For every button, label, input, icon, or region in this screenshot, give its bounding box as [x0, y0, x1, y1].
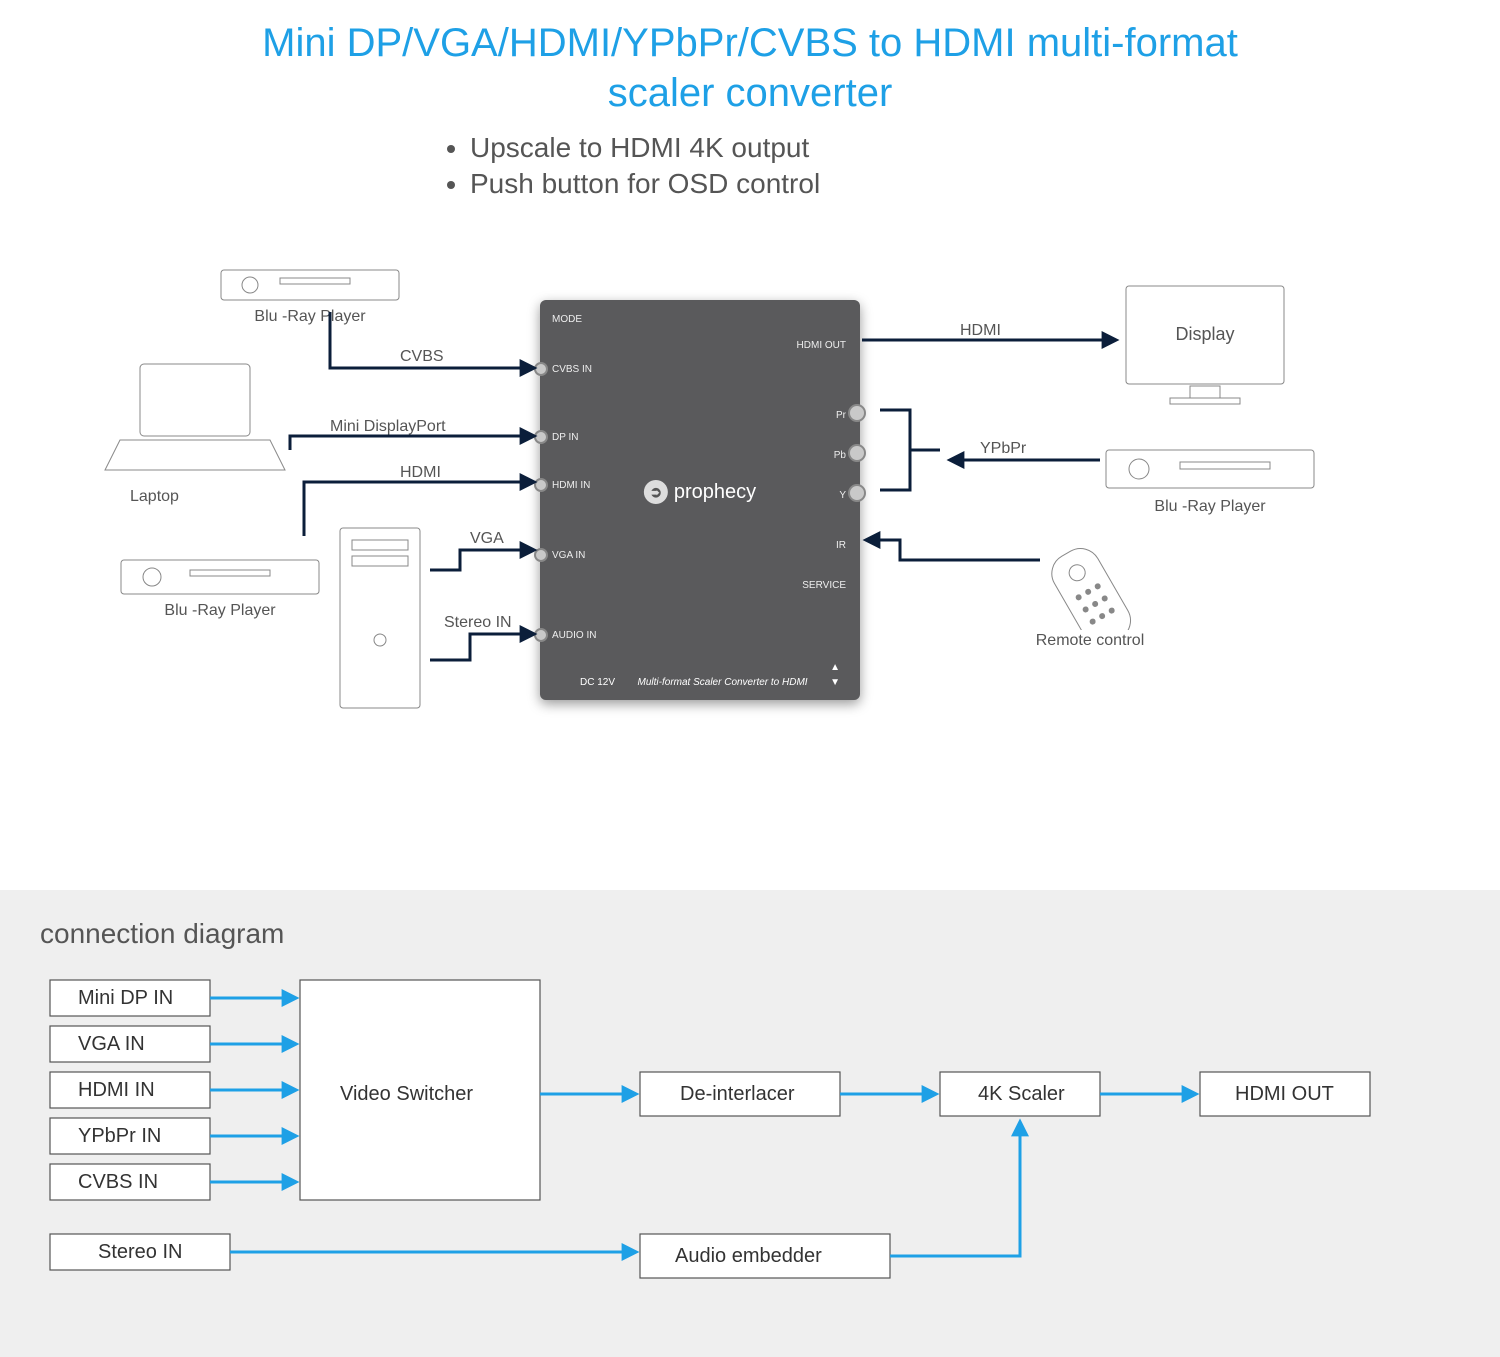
port-pb: Pb: [834, 450, 846, 461]
laptop-icon: [100, 360, 290, 480]
connection-title: connection diagram: [40, 918, 1460, 950]
port-dp-in: DP IN: [552, 432, 579, 443]
wire-minidp: Mini DisplayPort: [330, 418, 446, 436]
wire-hdmi-out: HDMI: [960, 322, 1001, 340]
box-input: HDMI IN: [78, 1079, 155, 1101]
sink-remote: Remote control: [1030, 540, 1150, 650]
dc-label: DC 12V: [580, 677, 615, 688]
feature-list: Upscale to HDMI 4K output Push button fo…: [440, 132, 1060, 200]
box-audio-embedder: Audio embedder: [675, 1245, 822, 1267]
pc-tower-icon: [330, 520, 430, 720]
connection-svg: Mini DP IN VGA IN HDMI IN YPbPr IN CVBS IN V…: [40, 972, 1460, 1292]
laptop-label: Laptop: [130, 488, 179, 506]
src-bluray-bottom: Blu -Ray Player: [120, 550, 320, 620]
wire-ypbpr: YPbPr: [980, 440, 1026, 458]
src-bluray-top: Blu -Ray Player: [220, 260, 400, 326]
remote-icon: [1030, 540, 1150, 630]
box-input: Mini DP IN: [78, 987, 173, 1009]
bluray-icon: [1105, 440, 1315, 496]
box-hdmi-out: HDMI OUT: [1235, 1083, 1334, 1105]
port-ir: IR: [836, 540, 846, 551]
feature-item: Upscale to HDMI 4K output: [470, 132, 1060, 164]
box-video-switcher: Video Switcher: [340, 1083, 473, 1105]
brand-icon: ➲: [644, 480, 668, 504]
bluray-icon: [220, 260, 400, 306]
scaler-device: MODE CVBS IN DP IN HDMI IN VGA IN AUDIO …: [540, 300, 860, 700]
device-brand: ➲ prophecy: [644, 480, 756, 504]
nav-icons: ▲▼: [830, 662, 840, 688]
page-title: Mini DP/VGA/HDMI/YPbPr/CVBS to HDMI mult…: [0, 0, 1500, 124]
port-pr: Pr: [836, 410, 846, 421]
wire-stereo: Stereo IN: [444, 614, 512, 632]
port-vga-in: VGA IN: [552, 550, 585, 561]
src-pc-tower: [330, 520, 430, 720]
wire-vga: VGA: [470, 530, 504, 548]
box-input: VGA IN: [78, 1033, 145, 1055]
feature-item: Push button for OSD control: [470, 168, 1060, 200]
display-label: Display: [1175, 324, 1234, 344]
port-service: SERVICE: [802, 580, 846, 591]
box-stereo-in: Stereo IN: [98, 1241, 182, 1263]
port-cvbs-in: CVBS IN: [552, 364, 592, 375]
sink-bluray: Blu -Ray Player: [1105, 440, 1315, 516]
hero-diagram: MODE CVBS IN DP IN HDMI IN VGA IN AUDIO …: [0, 240, 1500, 880]
sink-display: Display: [1120, 280, 1290, 410]
port-y: Y: [839, 490, 846, 501]
wire-cvbs: CVBS: [400, 348, 444, 366]
bluray-icon: [120, 550, 320, 600]
port-hdmi-out: HDMI OUT: [797, 340, 846, 351]
device-footer: Multi-format Scaler Converter to HDMI: [638, 677, 808, 688]
wire-hdmi-in: HDMI: [400, 464, 441, 482]
box-input: CVBS IN: [78, 1171, 158, 1193]
connection-panel: connection diagram Mini DP IN VGA IN HDMI …: [0, 890, 1500, 1357]
box-deinterlacer: De-interlacer: [680, 1083, 795, 1105]
port-audio-in: AUDIO IN: [552, 630, 596, 641]
display-icon: Display: [1120, 280, 1290, 410]
src-laptop: [100, 360, 290, 480]
box-scaler: 4K Scaler: [978, 1083, 1065, 1105]
port-mode: MODE: [552, 314, 582, 325]
port-hdmi-in: HDMI IN: [552, 480, 590, 491]
box-input: YPbPr IN: [78, 1125, 161, 1147]
